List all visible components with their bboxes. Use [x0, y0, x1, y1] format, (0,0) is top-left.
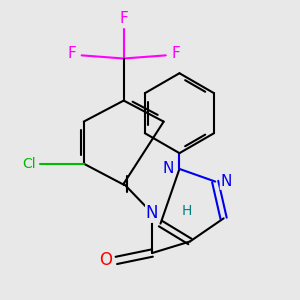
Text: N: N	[146, 204, 158, 222]
Text: Cl: Cl	[22, 157, 35, 171]
Text: N: N	[163, 161, 174, 176]
Text: F: F	[68, 46, 76, 61]
Text: F: F	[171, 46, 180, 61]
Text: F: F	[119, 11, 128, 26]
Text: H: H	[182, 204, 192, 218]
Text: O: O	[99, 251, 112, 269]
Text: N: N	[220, 174, 232, 189]
